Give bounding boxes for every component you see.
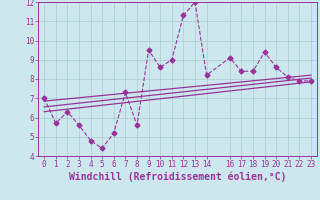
X-axis label: Windchill (Refroidissement éolien,°C): Windchill (Refroidissement éolien,°C) bbox=[69, 172, 286, 182]
